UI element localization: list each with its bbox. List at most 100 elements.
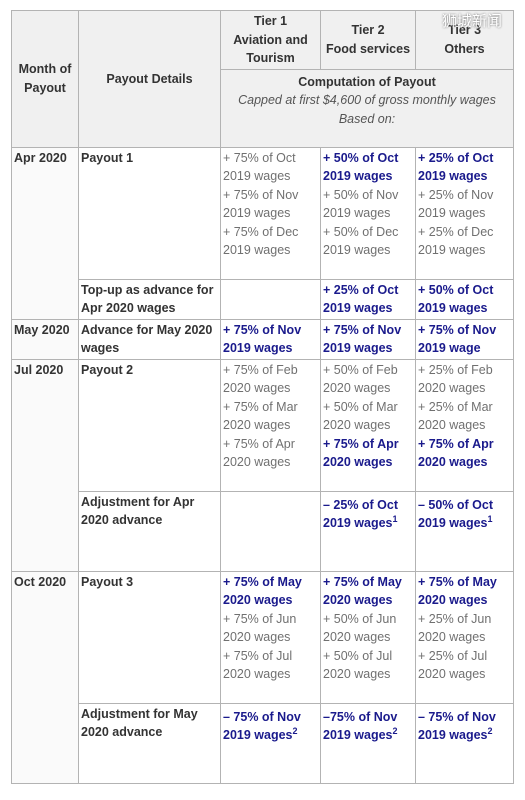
rate-item: + 75% of Apr 2020 wages bbox=[223, 435, 318, 472]
rate-text: – 25% of Oct 2019 wages bbox=[323, 497, 399, 531]
rate-item: + 75% of Mar 2020 wages bbox=[223, 398, 318, 435]
payout-table: Month of Payout Payout Details Tier 1 Avi… bbox=[11, 10, 514, 784]
rate-item: + 25% of Feb 2020 wages bbox=[418, 361, 511, 398]
rate-item: + 25% of Jun 2020 wages bbox=[418, 610, 511, 647]
rate-cell: + 75% of Nov 2019 wages bbox=[220, 318, 321, 360]
footnote-mark: 2 bbox=[292, 725, 298, 736]
details-cell: Top-up as advance for Apr 2020 wages bbox=[78, 278, 221, 320]
rate-cell bbox=[220, 278, 321, 320]
rate-item: + 50% of Feb 2020 wages bbox=[323, 361, 413, 398]
rate-item: + 50% of Oct 2019 wages bbox=[323, 149, 413, 186]
rate-text: + 75% of Apr 2020 wages bbox=[223, 436, 295, 470]
tier-name: Aviation and Tourism bbox=[233, 32, 308, 66]
rate-text: + 50% of Jul 2020 wages bbox=[323, 648, 393, 682]
rate-text: + 50% of Feb 2020 wages bbox=[323, 362, 398, 396]
table-row: Adjustment for Apr 2020 advance – 25% of … bbox=[12, 490, 514, 572]
rate-item: + 75% of Dec 2019 wages bbox=[223, 223, 318, 260]
rate-item: –75% of Nov 2019 wages2 bbox=[323, 708, 413, 745]
rate-cell: + 75% of May 2020 wages + 75% of Jun 2020… bbox=[220, 570, 321, 704]
rate-text: –75% of Nov 2019 wages bbox=[323, 709, 398, 743]
footnote-mark: 2 bbox=[487, 725, 493, 736]
rate-text: + 75% of Feb 2020 wages bbox=[223, 362, 298, 396]
rate-cell: + 50% of Oct 2019 wages bbox=[415, 278, 514, 320]
rate-cell bbox=[220, 490, 321, 572]
rate-text: + 25% of Dec 2019 wages bbox=[418, 224, 494, 258]
month-header: Month of Payout bbox=[11, 10, 79, 148]
rate-item: – 75% of Nov 2019 wages2 bbox=[223, 708, 318, 745]
rate-cell: + 25% of Oct 2019 wages + 25% of Nov 2019… bbox=[415, 146, 514, 280]
rate-item: + 75% of Apr 2020 wages bbox=[418, 435, 511, 472]
table-row: May 2020 Advance for May 2020 wages + 75% … bbox=[11, 318, 514, 360]
rate-item: + 25% of Oct 2019 wages bbox=[323, 281, 413, 318]
rate-item: + 75% of May 2020 wages bbox=[323, 573, 413, 610]
month-cell: Apr 2020 bbox=[11, 146, 79, 320]
tier-name: Others bbox=[444, 41, 485, 56]
rate-cell: + 25% of Oct 2019 wages bbox=[320, 278, 416, 320]
rate-text: + 50% of Dec 2019 wages bbox=[323, 224, 399, 258]
rate-cell: + 50% of Feb 2020 wages + 50% of Mar 2020… bbox=[320, 358, 416, 492]
rate-text: + 75% of Mar 2020 wages bbox=[223, 399, 298, 433]
month-cell: May 2020 bbox=[11, 318, 79, 360]
rate-text: + 50% of Oct 2019 wages bbox=[418, 282, 494, 316]
computation-header: Computation of Payout Capped at first $4… bbox=[220, 68, 514, 148]
rate-item: + 25% of Oct 2019 wages bbox=[418, 149, 511, 186]
tier-label: Tier 2 bbox=[351, 23, 385, 38]
details-cell: Adjustment for May 2020 advance bbox=[78, 702, 221, 784]
footnote-mark: 1 bbox=[487, 513, 493, 524]
rate-text: + 75% of Oct 2019 wages bbox=[223, 150, 296, 184]
rate-item: + 25% of Nov 2019 wages bbox=[418, 186, 511, 223]
rate-text: + 75% of Nov 2019 wage bbox=[418, 322, 497, 356]
rate-cell: + 50% of Oct 2019 wages + 50% of Nov 2019… bbox=[320, 146, 416, 280]
rate-text: + 50% of Jun 2020 wages bbox=[323, 611, 397, 645]
details-cell: Payout 2 bbox=[78, 358, 221, 492]
rate-text: + 50% of Mar 2020 wages bbox=[323, 399, 398, 433]
rate-text: – 50% of Oct 2019 wages bbox=[418, 497, 494, 531]
rate-cell: + 75% of May 2020 wages + 50% of Jun 2020… bbox=[320, 570, 416, 704]
tier-header: Tier 3 Others bbox=[415, 10, 514, 70]
rate-item: + 75% of May 2020 wages bbox=[418, 573, 511, 610]
details-header: Payout Details bbox=[78, 10, 221, 148]
details-cell: Payout 3 bbox=[78, 570, 221, 704]
rate-cell: + 75% of Oct 2019 wages + 75% of Nov 2019… bbox=[220, 146, 321, 280]
rate-item: – 50% of Oct 2019 wages1 bbox=[418, 496, 511, 533]
rate-cell: – 75% of Nov 2019 wages2 bbox=[415, 702, 514, 784]
rate-text: – 75% of Nov 2019 wages bbox=[223, 709, 301, 743]
tier-label: Tier 1 bbox=[253, 14, 288, 28]
tier-header: Tier 1 Aviation and Tourism bbox=[220, 10, 321, 70]
rate-cell: – 50% of Oct 2019 wages1 bbox=[415, 490, 514, 572]
month-cell: Oct 2020 bbox=[11, 570, 79, 784]
rate-item: + 75% of Feb 2020 wages bbox=[223, 361, 318, 398]
computation-title: Computation of Payout bbox=[298, 74, 436, 89]
table-row: Apr 2020 Payout 1 + 75% of Oct 2019 wages +… bbox=[11, 146, 514, 320]
rate-item: + 50% of Dec 2019 wages bbox=[323, 223, 413, 260]
details-cell: Payout 1 bbox=[78, 146, 221, 280]
header-row: Month of Payout Payout Details Tier 1 Avi… bbox=[11, 10, 514, 148]
table-row: Adjustment for May 2020 advance – 75% of … bbox=[12, 702, 514, 784]
rate-text: + 75% of Jul 2020 wages bbox=[223, 648, 293, 682]
rate-text: + 75% of May 2020 wages bbox=[223, 574, 302, 608]
rate-item: + 75% of Nov 2019 wage bbox=[418, 321, 511, 358]
details-cell: Advance for May 2020 wages bbox=[78, 318, 221, 360]
rate-item: + 25% of Jul 2020 wages bbox=[418, 647, 511, 684]
rate-text: + 75% of Apr 2020 wages bbox=[323, 436, 399, 470]
rate-item: + 75% of May 2020 wages bbox=[223, 573, 318, 610]
rate-item: + 25% of Dec 2019 wages bbox=[418, 223, 511, 260]
rate-item: + 25% of Mar 2020 wages bbox=[418, 398, 511, 435]
rate-text: + 75% of Dec 2019 wages bbox=[223, 224, 299, 258]
rate-item: + 75% of Nov 2019 wages bbox=[223, 321, 318, 358]
table-body: Apr 2020 Payout 1 + 75% of Oct 2019 wages +… bbox=[11, 146, 514, 784]
month-cell: Jul 2020 bbox=[11, 358, 79, 572]
rate-text: + 25% of Jul 2020 wages bbox=[418, 648, 488, 682]
rate-item: – 25% of Oct 2019 wages1 bbox=[323, 496, 413, 533]
rate-text: + 75% of Nov 2019 wages bbox=[223, 322, 302, 356]
tier-name: Food services bbox=[325, 41, 411, 56]
rate-item: + 75% of Jun 2020 wages bbox=[223, 610, 318, 647]
rate-item: + 75% of Apr 2020 wages bbox=[323, 435, 413, 472]
footnote-mark: 1 bbox=[392, 513, 398, 524]
rate-text: + 75% of Nov 2019 wages bbox=[223, 187, 299, 221]
rate-item: + 50% of Mar 2020 wages bbox=[323, 398, 413, 435]
rate-item: + 75% of Jul 2020 wages bbox=[223, 647, 318, 684]
rate-text: + 25% of Oct 2019 wages bbox=[418, 150, 494, 184]
